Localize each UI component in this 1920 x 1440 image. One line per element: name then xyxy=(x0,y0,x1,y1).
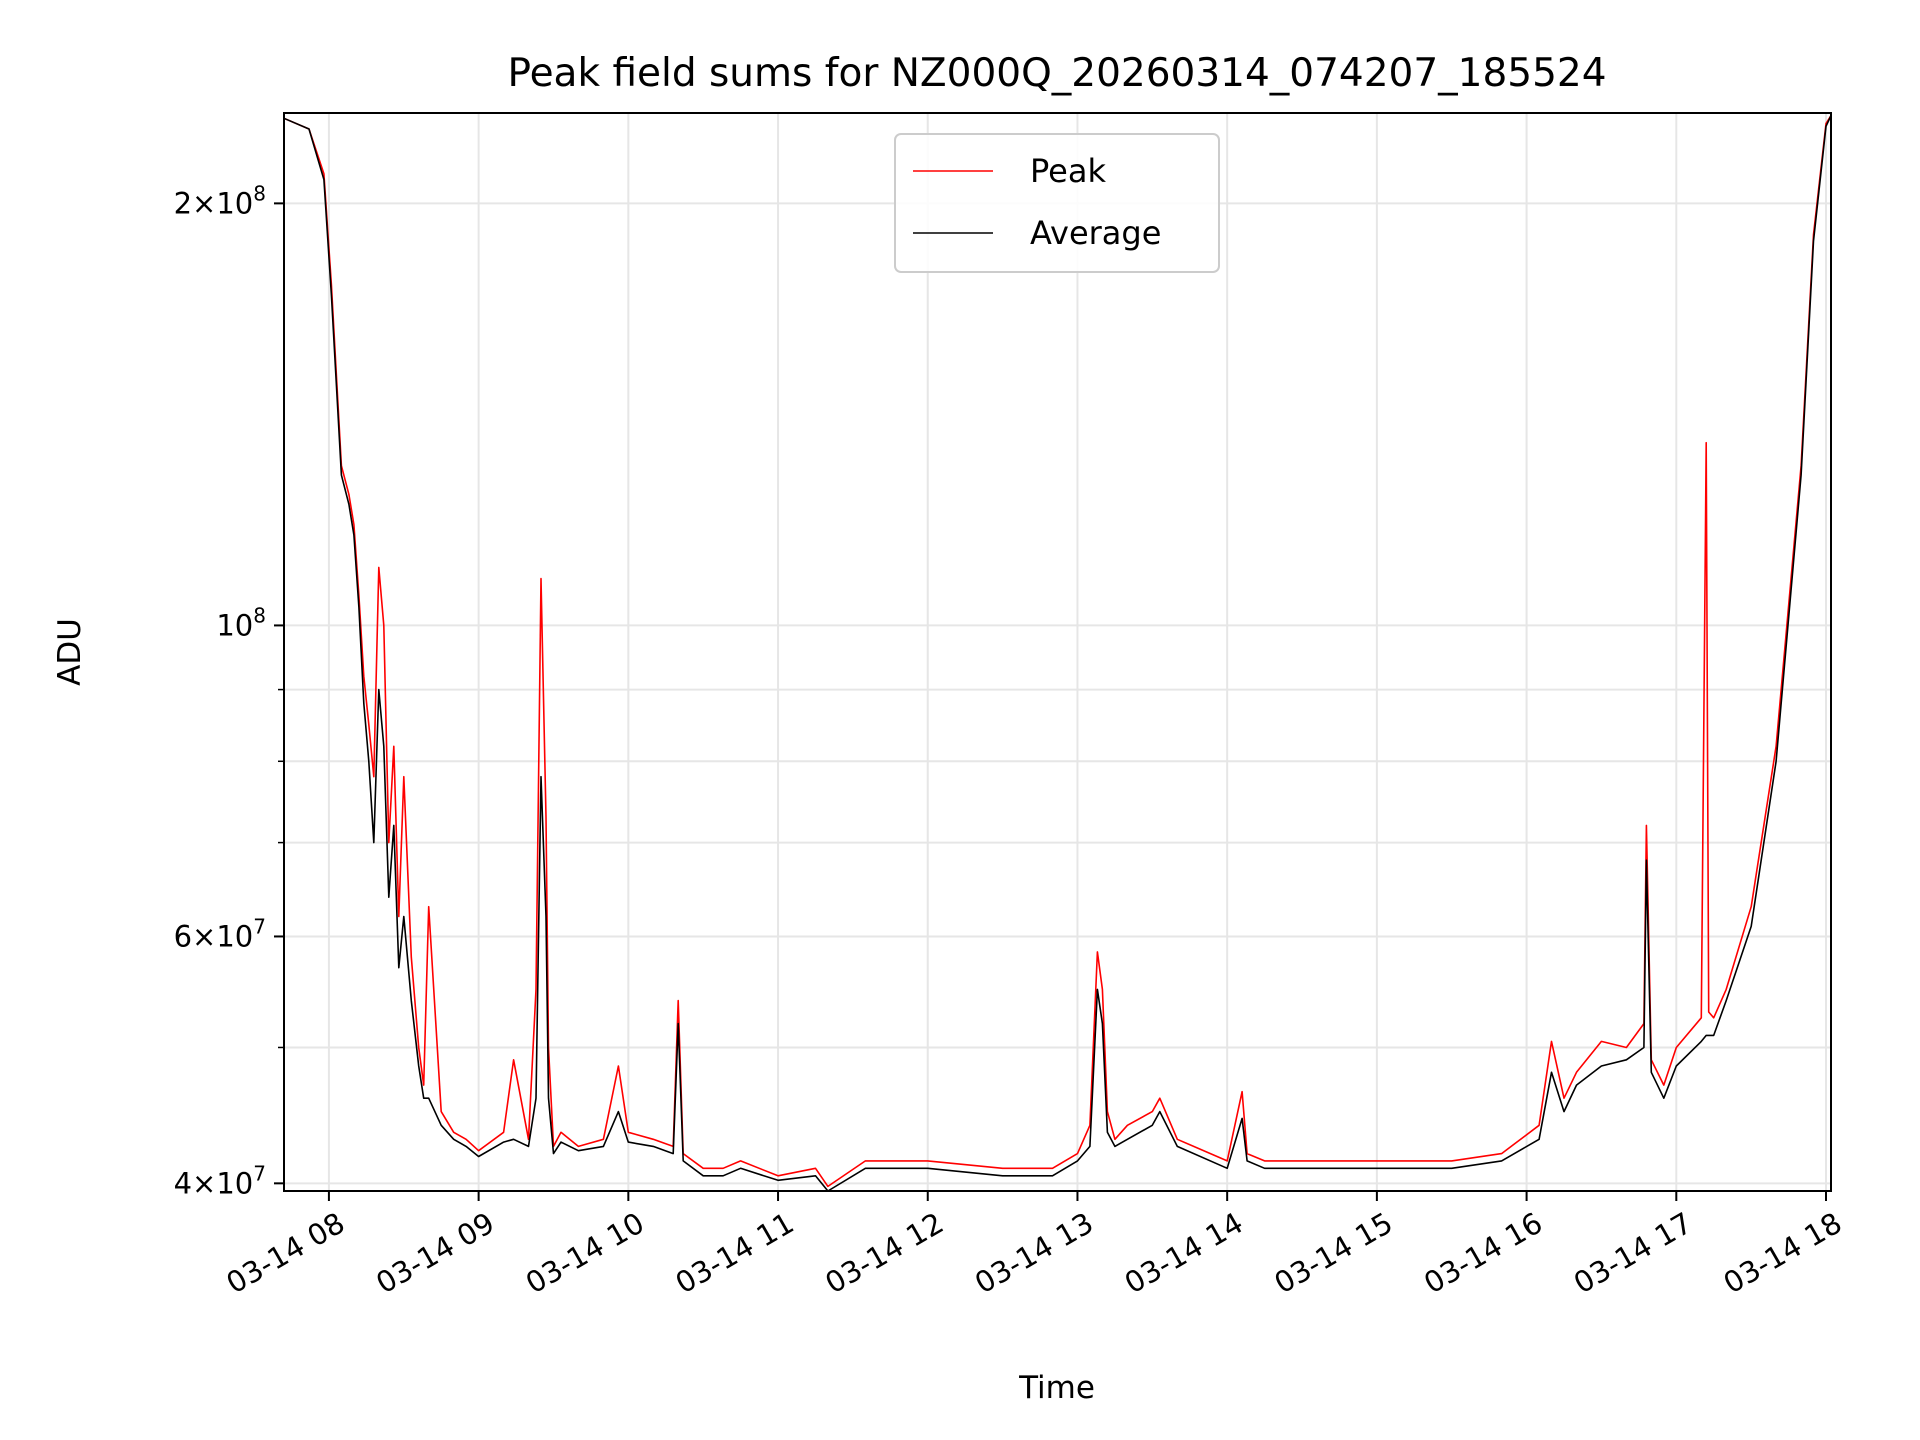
axes-frame xyxy=(283,112,1832,1192)
y-tick-label: 2×108 xyxy=(174,181,266,220)
x-axis-label: Time xyxy=(1018,1370,1095,1406)
legend: Peak Average xyxy=(894,133,1220,273)
y-tick-label: 108 xyxy=(216,603,266,642)
y-tick-label: 4×107 xyxy=(174,1161,266,1200)
legend-box xyxy=(894,133,1220,273)
series-line-peak xyxy=(283,115,1832,1188)
chart-title: Peak field sums for NZ000Q_20260314_0742… xyxy=(507,51,1606,96)
series-line-average xyxy=(283,115,1832,1192)
legend-label-average: Average xyxy=(1030,214,1161,252)
y-axis: 4×107 6×107 108 2×108 xyxy=(174,181,284,1200)
plot-area xyxy=(283,115,1832,1192)
y-tick-label: 6×107 xyxy=(174,914,266,953)
y-axis-label: ADU xyxy=(52,618,88,686)
legend-label-peak: Peak xyxy=(1030,152,1106,190)
